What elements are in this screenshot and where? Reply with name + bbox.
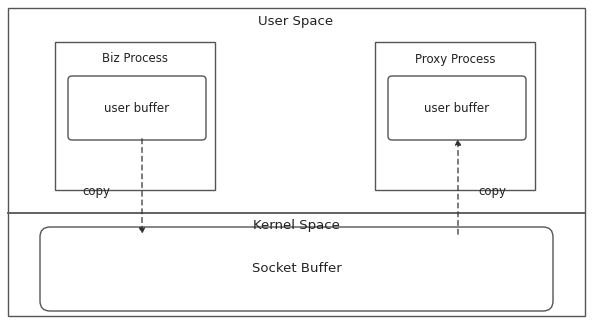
FancyBboxPatch shape bbox=[40, 227, 553, 311]
Text: user buffer: user buffer bbox=[104, 101, 170, 114]
FancyBboxPatch shape bbox=[388, 76, 526, 140]
FancyBboxPatch shape bbox=[8, 8, 585, 316]
Text: Biz Process: Biz Process bbox=[102, 52, 168, 65]
Text: copy: copy bbox=[478, 186, 506, 199]
FancyBboxPatch shape bbox=[55, 42, 215, 190]
Text: Kernel Space: Kernel Space bbox=[253, 218, 339, 232]
Text: Socket Buffer: Socket Buffer bbox=[251, 262, 342, 275]
Text: user buffer: user buffer bbox=[425, 101, 490, 114]
FancyBboxPatch shape bbox=[375, 42, 535, 190]
Text: copy: copy bbox=[82, 186, 110, 199]
FancyBboxPatch shape bbox=[68, 76, 206, 140]
Text: Proxy Process: Proxy Process bbox=[415, 52, 495, 65]
Text: User Space: User Space bbox=[259, 16, 333, 29]
